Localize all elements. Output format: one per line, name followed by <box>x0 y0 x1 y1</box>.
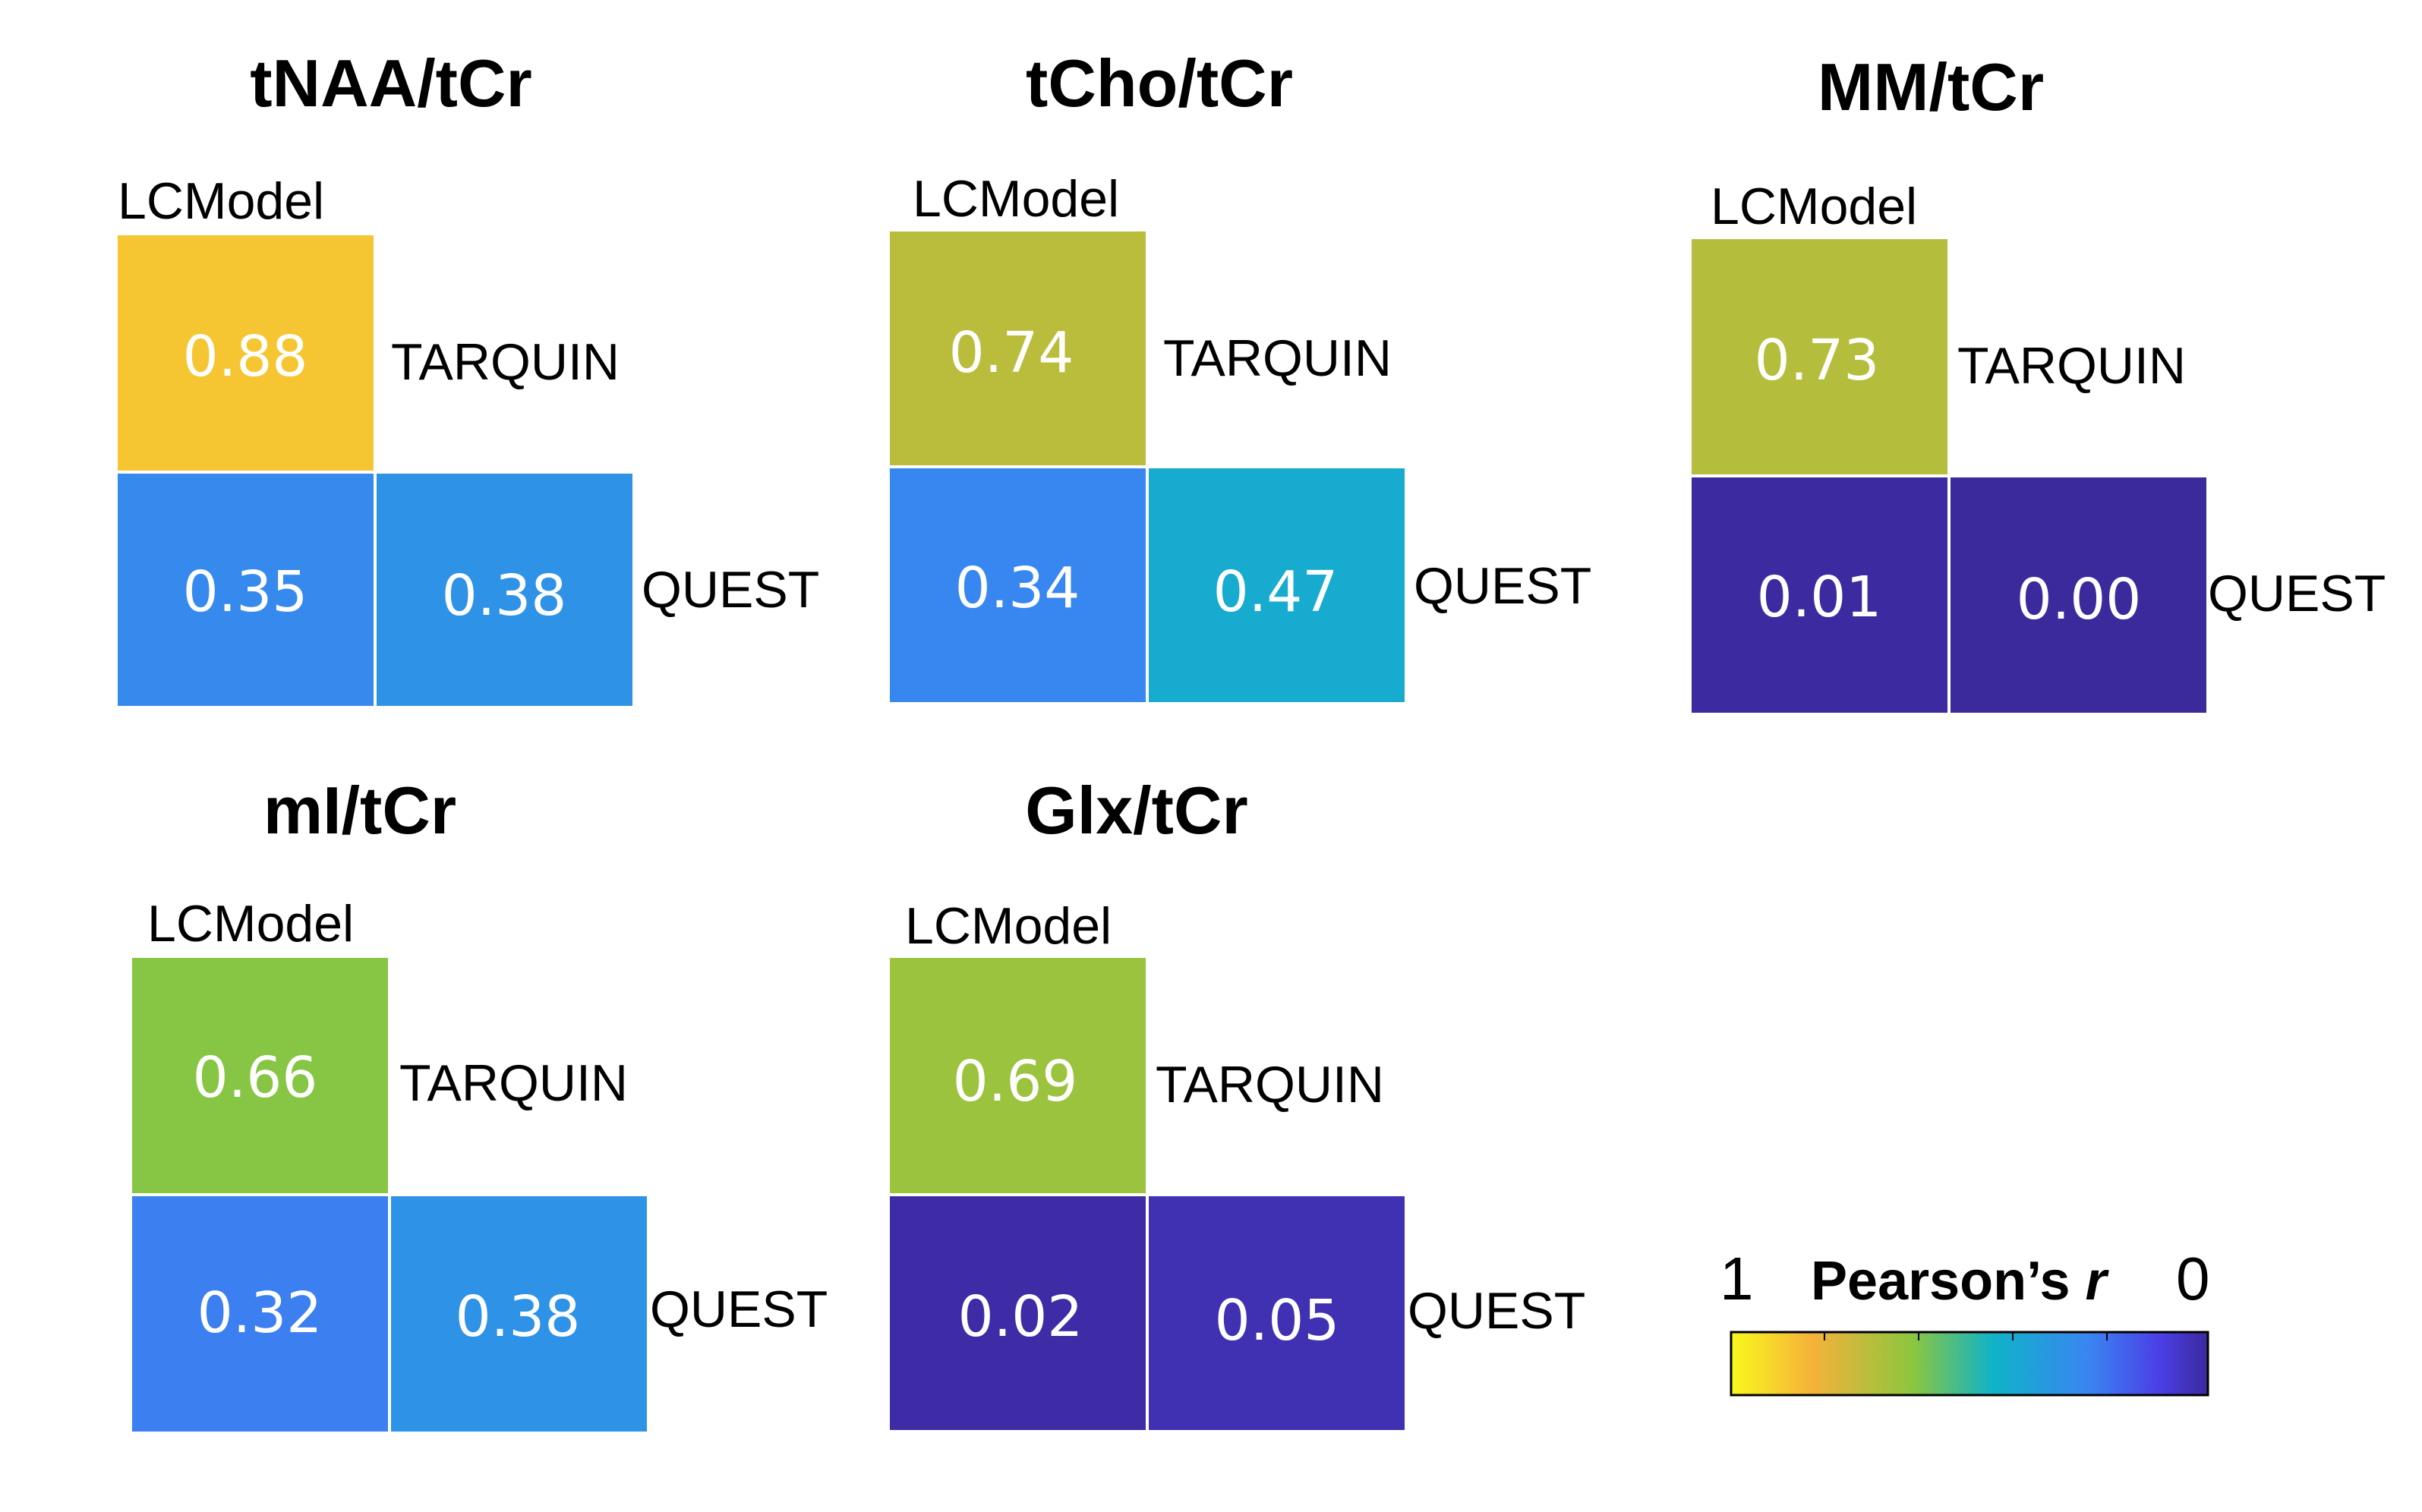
col-label-tarquin: TARQUIN <box>1156 1056 1384 1114</box>
panel-title: mI/tCr <box>263 773 456 848</box>
colorbar-title-italic: r <box>2086 1251 2110 1312</box>
cell-tarquin-quest <box>391 1196 647 1432</box>
cell-lcmodel-quest <box>890 468 1146 702</box>
panel-glx: Glx/tCr LCModel 0.69 TARQUIN 0.02 0.05 Q… <box>890 773 1585 1430</box>
col-label-quest: QUEST <box>2208 565 2386 622</box>
value-lcmodel-tarquin: 0.88 <box>183 324 308 389</box>
row-label-lcmodel: LCModel <box>905 897 1112 955</box>
value-tarquin-quest: 0.38 <box>456 1284 581 1350</box>
panel-title: Glx/tCr <box>1025 773 1247 848</box>
cell-lcmodel-quest <box>132 1196 388 1432</box>
cell-lcmodel-tarquin <box>890 958 1146 1193</box>
col-label-quest: QUEST <box>1414 557 1591 615</box>
colorbar: 1 Pearson’s r 0 <box>1720 1245 2210 1397</box>
cell-lcmodel-quest <box>1692 477 1947 713</box>
col-label-tarquin: TARQUIN <box>399 1054 628 1112</box>
value-lcmodel-quest: 0.35 <box>183 559 308 625</box>
value-lcmodel-tarquin: 0.69 <box>953 1049 1078 1114</box>
colorbar-title-text: Pearson’s <box>1811 1251 2070 1312</box>
panel-tcho: tCho/tCr LCModel 0.74 TARQUIN 0.34 0.47 … <box>890 46 1591 702</box>
col-label-tarquin: TARQUIN <box>391 333 620 391</box>
colorbar-min-label: 0 <box>2176 1245 2210 1312</box>
value-lcmodel-tarquin: 0.66 <box>193 1045 318 1110</box>
cell-lcmodel-tarquin <box>118 235 374 471</box>
panel-tnaa: tNAA/tCr LCModel 0.88 TARQUIN 0.35 0.38 … <box>118 46 819 706</box>
panel-title: tCho/tCr <box>1026 46 1293 121</box>
row-label-lcmodel: LCModel <box>118 172 324 230</box>
value-tarquin-quest: 0.38 <box>442 563 567 628</box>
value-lcmodel-quest: 0.32 <box>197 1280 323 1346</box>
cell-tarquin-quest <box>377 474 632 706</box>
value-lcmodel-quest: 0.01 <box>1757 565 1882 630</box>
cell-lcmodel-tarquin <box>890 232 1146 465</box>
cell-tarquin-quest <box>1149 1196 1405 1430</box>
value-lcmodel-quest: 0.02 <box>958 1284 1083 1350</box>
value-tarquin-quest: 0.00 <box>2017 567 2142 632</box>
cell-lcmodel-tarquin <box>132 958 388 1193</box>
cell-lcmodel-tarquin <box>1692 239 1947 474</box>
row-label-lcmodel: LCModel <box>1711 178 1917 235</box>
col-label-quest: QUEST <box>642 561 819 619</box>
value-lcmodel-tarquin: 0.74 <box>949 320 1074 386</box>
panel-mi: mI/tCr LCModel 0.66 TARQUIN 0.32 0.38 QU… <box>132 773 828 1432</box>
value-tarquin-quest: 0.05 <box>1215 1288 1340 1353</box>
cell-tarquin-quest <box>1149 468 1405 702</box>
colorbar-max-label: 1 <box>1720 1245 1754 1312</box>
row-label-lcmodel: LCModel <box>147 895 354 953</box>
row-label-lcmodel: LCModel <box>913 170 1119 228</box>
cell-tarquin-quest <box>1951 477 2206 713</box>
panel-mm: MM/tCr LCModel 0.73 TARQUIN 0.01 0.00 QU… <box>1692 49 2386 713</box>
colorbar-gradient <box>1730 1331 2209 1397</box>
panel-title: tNAA/tCr <box>250 46 532 121</box>
colorbar-ticks <box>1824 1332 2108 1340</box>
col-label-tarquin: TARQUIN <box>1957 337 2186 395</box>
cell-lcmodel-quest <box>890 1196 1146 1430</box>
col-label-quest: QUEST <box>1408 1282 1585 1340</box>
col-label-quest: QUEST <box>650 1280 828 1338</box>
value-lcmodel-tarquin: 0.73 <box>1755 328 1880 393</box>
cell-lcmodel-quest <box>118 474 374 706</box>
value-tarquin-quest: 0.47 <box>1213 559 1339 625</box>
col-label-tarquin: TARQUIN <box>1163 329 1392 387</box>
panel-title: MM/tCr <box>1818 49 2044 124</box>
colorbar-title: Pearson’s r <box>1811 1251 2110 1312</box>
value-lcmodel-quest: 0.34 <box>955 556 1080 621</box>
